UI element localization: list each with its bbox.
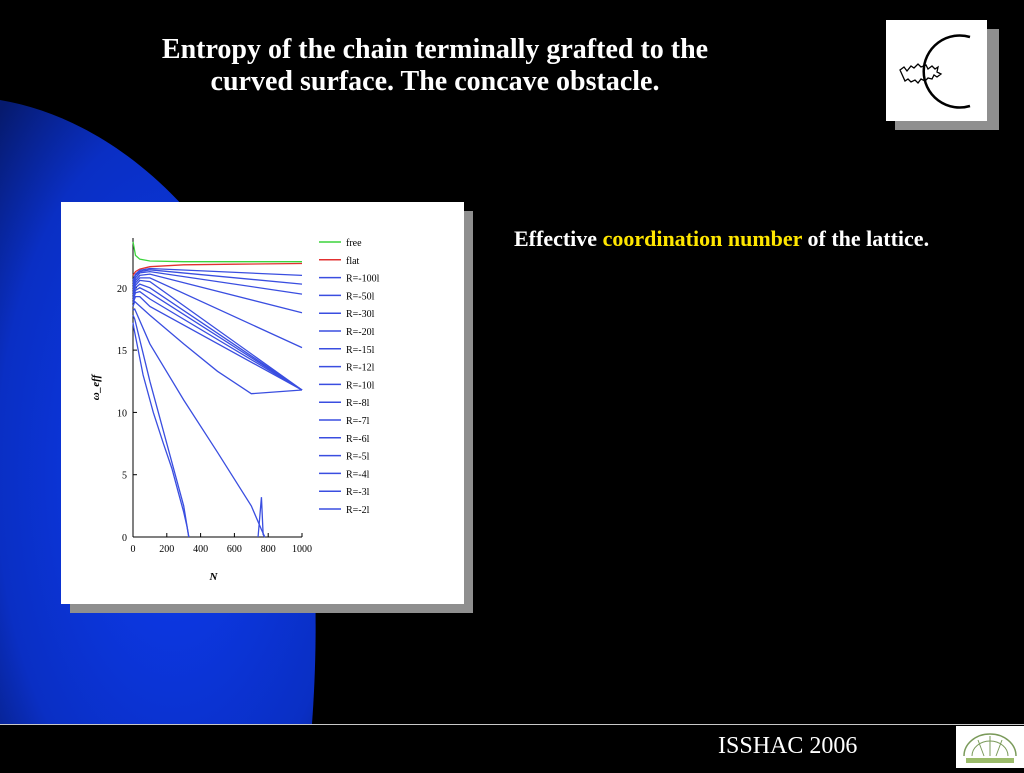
legend-label-R=-7l: R=-7l — [346, 416, 370, 427]
caption-part-1: Effective — [514, 226, 603, 251]
legend-label-R=-15l: R=-15l — [346, 345, 375, 356]
y-tick-label: 10 — [117, 408, 127, 419]
title-line-1: Entropy of the chain terminally grafted … — [161, 34, 709, 65]
series-line-R=-20l — [132, 273, 303, 314]
x-tick-label: 600 — [227, 544, 242, 555]
legend-label-R=-30l: R=-30l — [346, 309, 375, 320]
series-line-R=-3l — [132, 314, 190, 538]
x-tick-label: 800 — [261, 544, 276, 555]
series-line-flat — [132, 262, 303, 276]
coordination-number-chart: 0 200 400 600 800 1000 0 5 10 15 20 Nω_eff free flat R… — [90, 238, 380, 583]
legend-label-R=-10l: R=-10l — [346, 380, 375, 391]
legend-label-R=-12l: R=-12l — [346, 363, 375, 374]
slide-title: Entropy of the chain terminally grafted … — [90, 34, 780, 98]
polymer-logo — [886, 20, 987, 121]
series-line-R=-8l — [132, 287, 303, 391]
legend-label-R=-2l: R=-2l — [346, 505, 370, 516]
x-tick-label: 400 — [193, 544, 208, 555]
conference-emblem-icon — [963, 733, 1017, 763]
title-line-2: curved surface. The concave obstacle. — [210, 66, 660, 97]
legend-label-R=-6l: R=-6l — [346, 434, 370, 445]
y-tick-label: 15 — [117, 346, 127, 357]
legend-label-R=-20l: R=-20l — [346, 327, 375, 338]
series-line-R=-7l — [132, 290, 303, 391]
series-line-R=-30l — [132, 270, 303, 295]
conference-logo — [956, 726, 1024, 768]
legend-label-R=-8l: R=-8l — [346, 398, 370, 409]
series-line-R=-50l — [132, 269, 303, 285]
caption-text: Effective coordination number of the lat… — [514, 222, 944, 255]
series-line-R=-10l — [132, 283, 303, 391]
legend-label-R=-5l: R=-5l — [346, 452, 370, 463]
legend-label-free: free — [346, 238, 362, 249]
x-tick-label: 200 — [159, 544, 174, 555]
caption-highlight: coordination number — [602, 226, 803, 251]
footer-divider — [0, 724, 1024, 725]
series-line-R=-12l — [132, 279, 303, 391]
series-line-R=-5l — [132, 300, 303, 395]
legend-label-R=-4l: R=-4l — [346, 469, 370, 480]
series-spike-artifact — [257, 497, 266, 538]
y-axis-label: ω_eff — [90, 373, 102, 400]
y-tick-label: 20 — [117, 284, 127, 295]
x-tick-label: 1000 — [292, 544, 312, 555]
x-tick-label: 0 — [131, 544, 136, 555]
y-tick-label: 5 — [122, 471, 127, 482]
legend-label-R=-100l: R=-100l — [346, 274, 380, 285]
footer-label: ISSHAC 2006 — [718, 733, 858, 759]
series-line-free — [132, 241, 302, 263]
series-line-R=-2l — [132, 322, 190, 538]
polymer-chain-icon — [899, 34, 971, 109]
legend-label-flat: flat — [346, 256, 360, 267]
y-tick-label: 0 — [122, 533, 127, 544]
series-line-R=-4l — [132, 307, 266, 538]
caption-part-2: of the lattice. — [802, 226, 930, 251]
series-line-R=-6l — [132, 295, 303, 391]
legend-label-R=-50l: R=-50l — [346, 291, 375, 302]
series-line-R=-15l — [132, 277, 303, 349]
legend-label-R=-3l: R=-3l — [346, 487, 370, 498]
x-axis-label: N — [209, 571, 219, 583]
